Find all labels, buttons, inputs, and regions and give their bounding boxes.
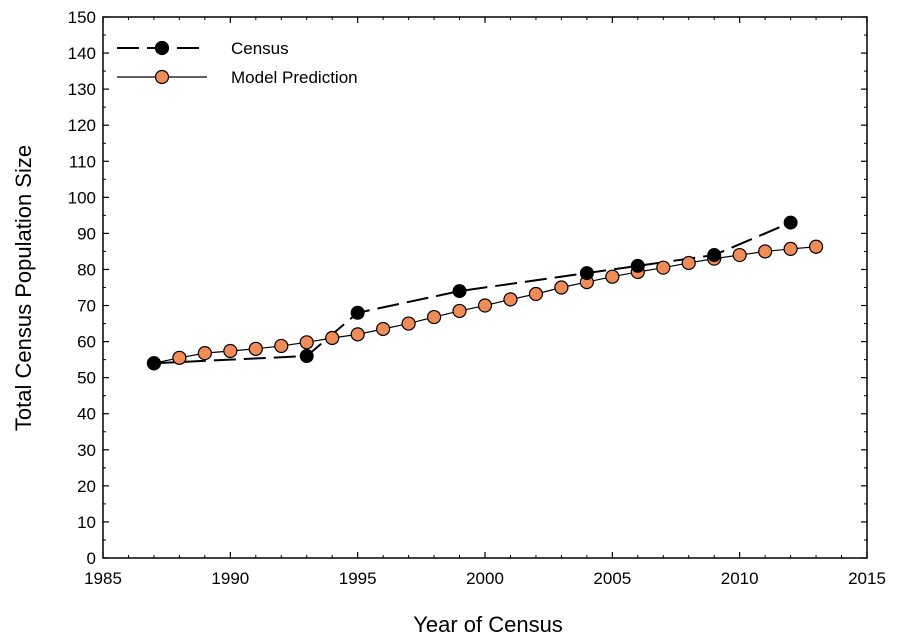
model-point xyxy=(197,346,212,361)
legend: Census Model Prediction xyxy=(117,39,358,87)
x-axis: 1985 1990 1995 2000 2005 2010 2015 xyxy=(84,17,886,588)
y-tick-label: 90 xyxy=(77,224,96,243)
model-point xyxy=(758,244,773,259)
census-point xyxy=(707,248,722,263)
model-point xyxy=(732,247,747,263)
series-line-0 xyxy=(153,221,791,365)
y-tick-label: 150 xyxy=(68,8,96,27)
model-point xyxy=(681,255,696,271)
census-point xyxy=(783,215,798,230)
model-point xyxy=(503,292,518,307)
y-tick-label: 10 xyxy=(77,513,96,532)
census-point xyxy=(630,258,645,273)
census-point xyxy=(146,356,161,371)
model-point xyxy=(223,343,238,359)
model-point xyxy=(248,341,263,356)
y-tick-label: 130 xyxy=(68,80,96,99)
model-point xyxy=(528,286,544,302)
y-axis: 0 10 20 30 40 50 60 70 80 90 100 110 120 130 140 150 xyxy=(68,8,867,568)
y-axis-title: Total Census Population Size xyxy=(11,145,36,431)
model-point xyxy=(554,280,569,295)
model-point xyxy=(325,330,340,346)
model-point xyxy=(274,338,289,354)
legend-marker-1 xyxy=(154,69,170,85)
model-point xyxy=(376,321,391,337)
y-tick-label: 110 xyxy=(69,152,96,171)
legend-label: Model Prediction xyxy=(231,68,358,87)
x-tick-label: 2000 xyxy=(466,569,504,588)
model-point xyxy=(401,316,416,331)
x-tick-label: 1985 xyxy=(84,569,122,588)
model-point xyxy=(477,298,493,313)
model-point xyxy=(808,239,824,254)
y-tick-label: 30 xyxy=(77,441,96,460)
legend-label: Census xyxy=(231,39,289,58)
census-point xyxy=(350,305,365,320)
model-point xyxy=(426,309,442,325)
census-point xyxy=(579,266,594,281)
model-point xyxy=(299,335,314,350)
census-point xyxy=(299,349,314,364)
y-tick-label: 80 xyxy=(77,260,96,279)
y-tick-label: 50 xyxy=(77,369,96,388)
y-tick-label: 100 xyxy=(68,188,96,207)
census-point xyxy=(452,284,467,299)
x-tick-label: 2010 xyxy=(721,569,759,588)
y-tick-label: 140 xyxy=(68,44,96,63)
model-point xyxy=(452,303,467,319)
model-point xyxy=(605,269,620,284)
model-point xyxy=(656,260,671,275)
x-tick-label: 1995 xyxy=(339,569,377,588)
x-tick-label: 1990 xyxy=(211,569,249,588)
model-point xyxy=(783,241,798,257)
model-point xyxy=(350,327,365,342)
model-point xyxy=(172,350,187,365)
y-tick-label: 120 xyxy=(68,116,96,135)
y-tick-label: 60 xyxy=(77,333,96,352)
legend-marker-0 xyxy=(154,40,170,56)
y-tick-label: 40 xyxy=(77,405,96,424)
y-tick-label: 70 xyxy=(77,297,96,316)
x-tick-label: 2005 xyxy=(593,569,631,588)
y-tick-label: 0 xyxy=(87,549,96,568)
x-axis-title: Year of Census xyxy=(413,612,563,637)
x-tick-label: 2015 xyxy=(848,569,886,588)
series-layer xyxy=(146,215,824,371)
y-tick-label: 20 xyxy=(77,477,96,496)
